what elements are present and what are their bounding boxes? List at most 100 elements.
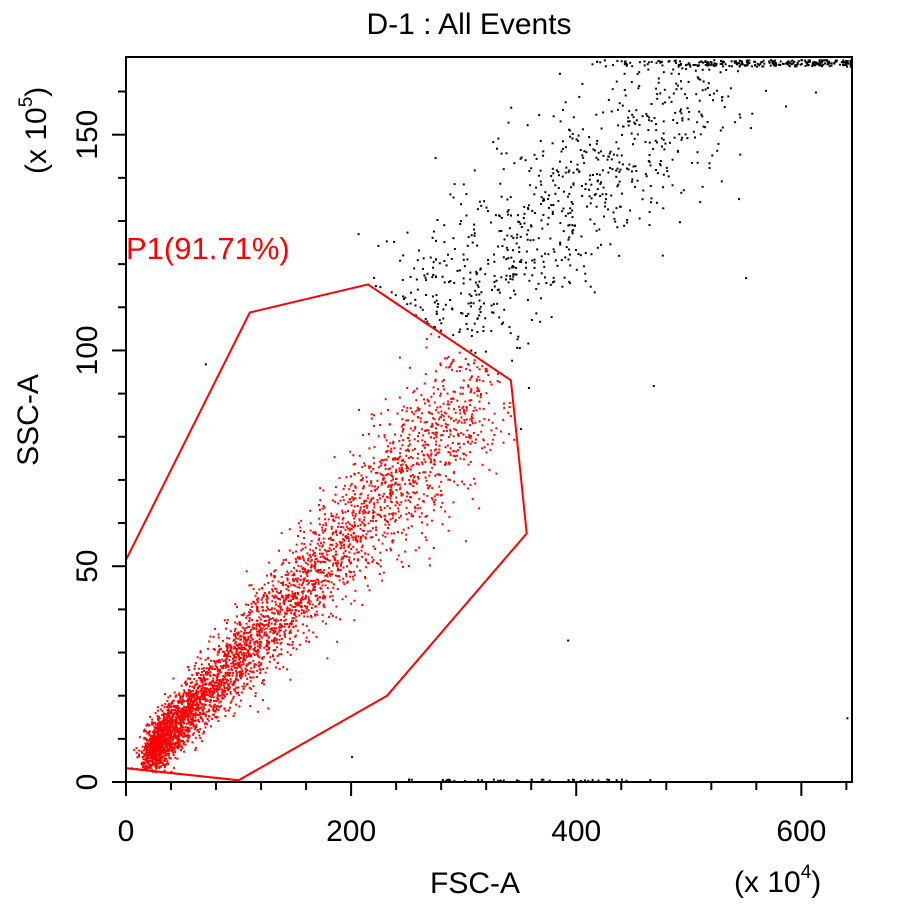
gated-event-point: [342, 577, 345, 580]
gated-event-point: [314, 586, 316, 589]
gated-event-point: [411, 474, 414, 476]
ungated-event-point: [701, 185, 704, 188]
gated-event-point: [259, 643, 262, 646]
gated-event-point: [197, 714, 199, 716]
gated-event-point: [478, 407, 481, 410]
ungated-event-point: [438, 262, 441, 265]
gated-event-point: [483, 418, 486, 420]
gated-event-point: [471, 440, 474, 443]
gated-event-point: [444, 422, 447, 425]
ungated-event-point: [677, 65, 680, 68]
ungated-event-point: [473, 228, 476, 231]
gated-event-point: [162, 754, 165, 757]
gated-event-point: [411, 419, 414, 422]
gated-event-point: [200, 671, 203, 673]
gated-event-point: [240, 635, 243, 638]
ungated-event-point: [617, 183, 620, 186]
gated-event-point: [324, 595, 327, 598]
ungated-event-point: [613, 217, 616, 220]
gated-event-point: [436, 452, 439, 455]
gated-event-point: [385, 450, 388, 453]
gated-event-point: [452, 472, 455, 475]
ungated-event-point: [543, 199, 546, 202]
gated-event-point: [452, 397, 454, 400]
ungated-event-point: [716, 149, 719, 152]
gated-event-point: [216, 685, 219, 688]
gated-event-point: [236, 606, 238, 609]
gated-event-point: [159, 728, 162, 731]
gated-event-point: [278, 653, 281, 656]
gated-event-point: [323, 513, 326, 516]
gated-event-point: [264, 631, 267, 634]
ungated-event-point: [581, 154, 584, 157]
gated-event-point: [286, 609, 289, 612]
gated-event-point: [294, 592, 297, 594]
ungated-event-point: [532, 239, 535, 242]
gated-event-point: [347, 533, 350, 536]
gated-event-point: [368, 484, 371, 487]
gated-event-point: [439, 405, 442, 408]
gated-event-point: [204, 693, 206, 696]
gated-event-point: [148, 757, 151, 760]
gated-event-point: [373, 446, 376, 448]
gated-event-point: [146, 765, 149, 768]
gated-event-point: [135, 747, 138, 750]
gated-event-point: [315, 594, 318, 597]
ungated-event-point: [656, 141, 658, 144]
gated-event-point: [455, 370, 458, 373]
ungated-event-point: [517, 220, 520, 223]
gated-event-point: [235, 653, 238, 656]
gated-event-point: [201, 684, 204, 687]
gated-event-point: [215, 700, 218, 702]
ungated-event-point: [476, 284, 479, 287]
ungated-event-point: [516, 233, 519, 236]
gated-event-point: [255, 653, 258, 656]
gated-event-point: [183, 700, 186, 703]
gated-event-point: [256, 634, 259, 637]
ungated-event-point: [661, 64, 664, 67]
ungated-event-point: [632, 143, 634, 146]
gated-event-point: [178, 692, 181, 695]
gated-event-point: [358, 510, 361, 513]
gated-event-point: [330, 612, 333, 615]
gated-event-point: [162, 730, 165, 733]
gated-event-point: [138, 755, 141, 758]
gated-event-point: [158, 727, 161, 730]
ungated-event-point: [681, 136, 684, 139]
ungated-event-point: [497, 245, 499, 248]
gated-event-point: [233, 654, 236, 657]
ungated-event-point: [598, 228, 601, 231]
gated-event-point: [253, 623, 256, 626]
ungated-event-point: [676, 122, 679, 124]
gated-event-point: [227, 671, 230, 674]
gated-event-point: [393, 532, 396, 535]
gated-event-point: [142, 749, 145, 752]
gated-event-point: [156, 735, 159, 738]
ungated-event-point: [636, 73, 639, 76]
gated-event-point: [314, 532, 317, 535]
gated-event-point: [154, 764, 157, 767]
gated-event-point: [402, 470, 404, 473]
gated-event-point: [270, 622, 273, 625]
gated-event-point: [392, 440, 395, 443]
gated-event-point: [280, 582, 283, 585]
gated-event-point: [373, 462, 376, 465]
gated-event-point: [258, 664, 261, 667]
ungated-event-point: [475, 273, 478, 276]
gated-event-point: [446, 444, 449, 447]
gated-event-point: [263, 592, 266, 594]
gated-event-point: [476, 386, 479, 389]
gated-event-point: [384, 463, 387, 466]
gated-event-point: [162, 750, 165, 753]
gated-event-point: [308, 629, 311, 632]
gated-event-point: [144, 746, 146, 748]
ungated-event-point: [615, 80, 618, 83]
gated-event-point: [332, 586, 335, 589]
ungated-event-point: [500, 276, 503, 279]
ungated-event-point: [630, 132, 633, 135]
gated-event-point: [273, 638, 276, 641]
gated-event-point: [211, 693, 214, 696]
gated-event-point: [476, 394, 479, 397]
ungated-event-point: [560, 150, 563, 153]
ungated-event-point: [510, 235, 513, 238]
